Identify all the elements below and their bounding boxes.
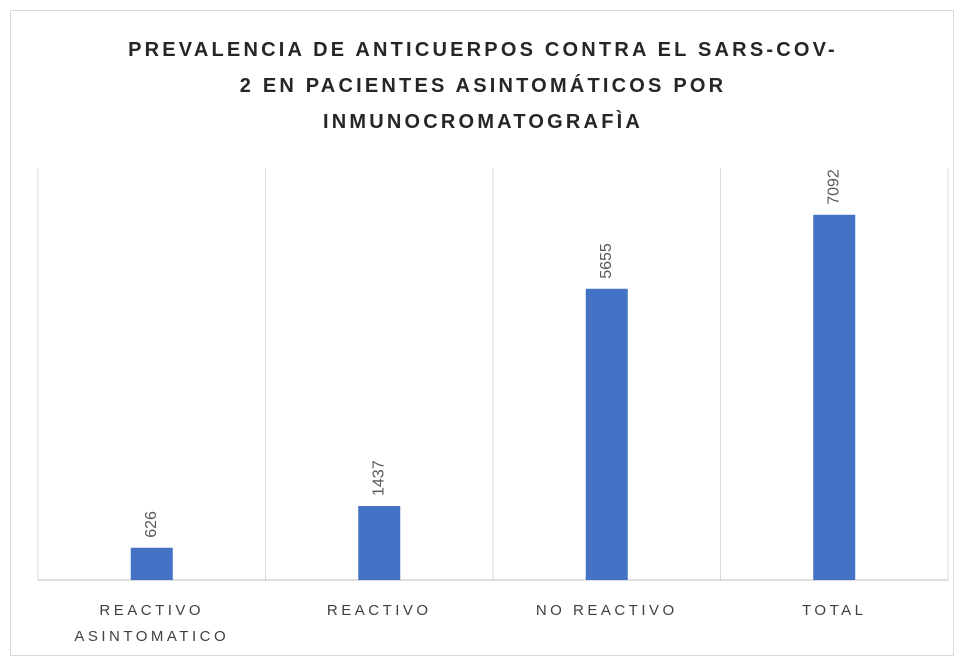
x-tick-label: TOTAL — [802, 602, 867, 619]
chart-frame — [10, 10, 954, 656]
value-label: 5655 — [598, 243, 615, 279]
x-tick-label: REACTIVO ASINTOMATICO — [74, 602, 230, 645]
value-label: 7092 — [825, 169, 842, 205]
bar — [585, 288, 628, 580]
value-label: 1437 — [370, 460, 387, 496]
x-tick-label: REACTIVO — [326, 602, 432, 619]
value-label: 626 — [143, 511, 160, 538]
bar — [358, 505, 401, 580]
x-tick-label: NO REACTIVO — [535, 602, 678, 619]
bar — [130, 547, 173, 580]
chart-title: PREVALENCIA DE ANTICUERPOS CONTRA EL SAR… — [128, 39, 838, 133]
bar — [813, 214, 856, 580]
